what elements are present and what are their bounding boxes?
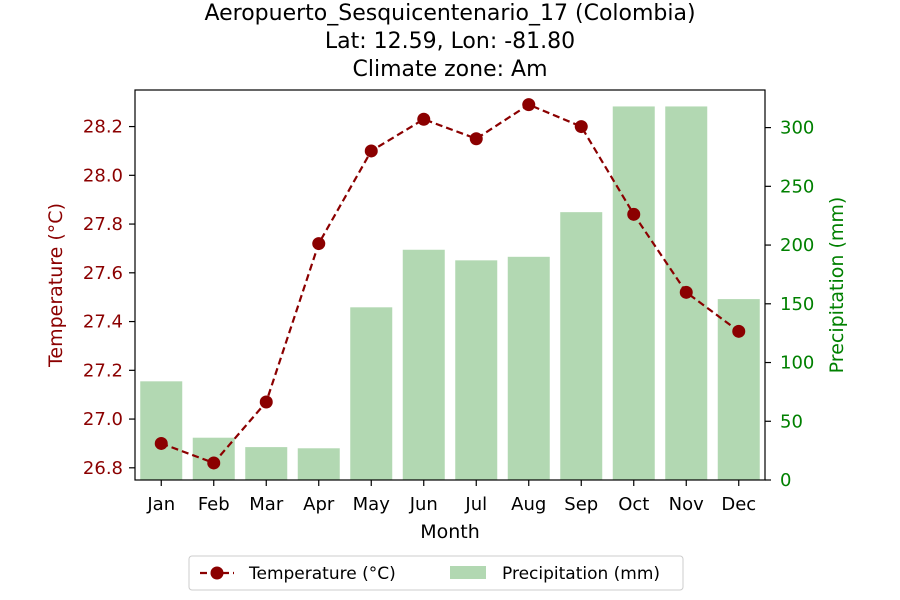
temperature-tick-label: 26.8 xyxy=(83,458,123,479)
precipitation-bar-oct xyxy=(612,106,655,480)
x-tick-label: Oct xyxy=(618,494,649,515)
temperature-tick-label: 27.2 xyxy=(83,360,123,381)
legend-precipitation-swatch-icon xyxy=(450,566,486,579)
temperature-point-apr xyxy=(312,237,326,251)
x-tick-label: Apr xyxy=(303,494,335,515)
x-tick-label: Mar xyxy=(249,494,284,515)
x-tick-label: May xyxy=(353,494,391,515)
temperature-tick-label: 27.8 xyxy=(83,214,123,235)
precipitation-bar-jan xyxy=(140,381,183,480)
legend-temperature-label: Temperature (°C) xyxy=(248,564,396,584)
precipitation-tick-label: 300 xyxy=(780,118,814,139)
precipitation-tick-label: 150 xyxy=(780,294,814,315)
temperature-point-oct xyxy=(627,207,641,221)
precipitation-bar-jun xyxy=(402,249,445,480)
precipitation-axis: 0 50 100 150 200 250 300 xyxy=(765,118,814,491)
x-axis: Jan Feb Mar Apr May Jun Jul Aug Sep Oct Nov Dec xyxy=(146,480,756,515)
temperature-point-dec xyxy=(732,324,746,338)
precipitation-tick-label: 100 xyxy=(780,353,814,374)
x-tick-label: Jun xyxy=(409,494,438,515)
temperature-point-mar xyxy=(259,395,273,409)
temperature-point-feb xyxy=(207,456,221,470)
temperature-axis: 26.8 27.0 27.2 27.4 27.6 27.8 28.0 28.2 xyxy=(83,117,135,479)
chart-title-line-2: Lat: 12.59, Lon: -81.80 xyxy=(324,29,576,54)
temperature-point-jul xyxy=(469,132,483,146)
temperature-tick-label: 27.0 xyxy=(83,409,123,430)
x-tick-label: Jan xyxy=(146,494,175,515)
precipitation-axis-label: Precipitation (mm) xyxy=(826,197,848,374)
x-axis-label: Month xyxy=(420,521,480,543)
precipitation-tick-label: 200 xyxy=(780,235,814,256)
plot-frame xyxy=(134,89,766,481)
temperature-tick-label: 27.4 xyxy=(83,312,123,333)
temperature-point-sep xyxy=(574,120,588,134)
chart-title: Aeropuerto_Sesquicentenario_17 (Colombia… xyxy=(0,0,900,84)
precipitation-tick-label: 250 xyxy=(780,176,814,197)
precipitation-bar-jul xyxy=(455,260,498,480)
temperature-point-jun xyxy=(417,112,431,126)
temperature-point-nov xyxy=(679,285,693,299)
chart-title-line-1: Aeropuerto_Sesquicentenario_17 (Colombia… xyxy=(204,1,696,26)
x-tick-label: Nov xyxy=(669,494,704,515)
temperature-point-may xyxy=(364,144,378,158)
precipitation-tick-label: 0 xyxy=(780,470,791,491)
precipitation-bar-aug xyxy=(507,256,550,480)
temperature-line-path xyxy=(160,103,740,465)
legend: Temperature (°C) Precipitation (mm) xyxy=(188,555,684,591)
legend-precipitation-label: Precipitation (mm) xyxy=(502,564,660,584)
temperature-axis-label: Temperature (°C) xyxy=(45,203,67,368)
x-tick-label: Jul xyxy=(464,494,487,515)
precipitation-bar-may xyxy=(350,307,393,480)
temperature-tick-label: 28.2 xyxy=(83,117,123,138)
temperature-point-jan xyxy=(154,436,168,450)
chart-title-line-3: Climate zone: Am xyxy=(352,57,548,82)
temperature-tick-label: 28.0 xyxy=(83,165,123,186)
temperature-line xyxy=(154,98,746,470)
temperature-tick-label: 27.6 xyxy=(83,263,123,284)
legend-temperature-marker-icon xyxy=(210,566,224,580)
precipitation-bar-apr xyxy=(297,448,340,480)
legend-box xyxy=(188,555,684,591)
precipitation-bars xyxy=(140,106,760,480)
precipitation-tick-label: 50 xyxy=(780,411,803,432)
x-tick-label: Dec xyxy=(721,494,756,515)
temperature-point-aug xyxy=(522,98,536,112)
x-tick-label: Sep xyxy=(564,494,598,515)
x-tick-label: Feb xyxy=(198,494,230,515)
x-tick-label: Aug xyxy=(511,494,546,515)
precipitation-bar-mar xyxy=(245,447,288,480)
precipitation-bar-sep xyxy=(560,212,603,480)
